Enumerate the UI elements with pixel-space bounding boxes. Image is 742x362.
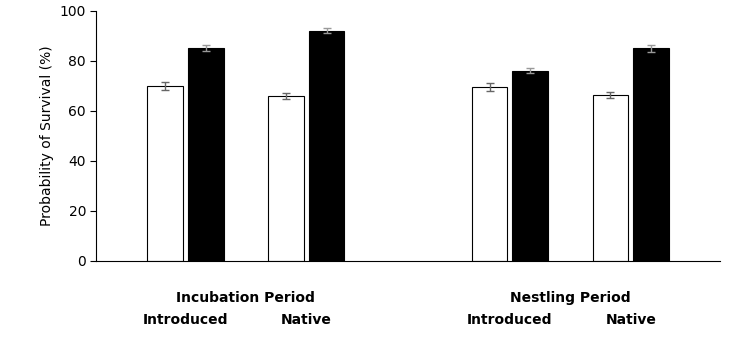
Text: Incubation Period: Incubation Period xyxy=(177,291,315,305)
Bar xyxy=(188,49,223,261)
Bar xyxy=(268,96,303,261)
Text: Native: Native xyxy=(281,313,332,327)
Text: Introduced: Introduced xyxy=(142,313,229,327)
Bar xyxy=(513,71,548,261)
Bar xyxy=(148,86,183,261)
Bar xyxy=(309,31,344,261)
Text: Introduced: Introduced xyxy=(467,313,553,327)
Bar xyxy=(472,87,508,261)
Text: Native: Native xyxy=(605,313,656,327)
Bar xyxy=(633,49,669,261)
Text: Nestling Period: Nestling Period xyxy=(510,291,631,305)
Bar xyxy=(593,94,628,261)
Y-axis label: Probability of Survival (%): Probability of Survival (%) xyxy=(40,46,54,226)
